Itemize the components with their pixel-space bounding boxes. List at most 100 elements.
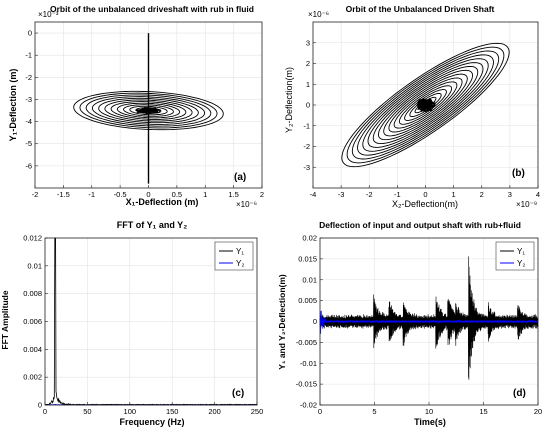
- panel-d-xlabel: Time(s): [414, 417, 446, 427]
- orbit-ring: [104, 99, 193, 122]
- legend-entry: Y₁: [517, 247, 525, 256]
- y-tick-label: 0.01: [302, 275, 317, 284]
- x-tick-label: 10: [425, 407, 433, 416]
- x-tick-label: 0: [43, 407, 47, 416]
- panel-d-ylabel: Y₁ and Y₂-Deflection(m): [277, 274, 287, 370]
- panel-b-label: (b): [512, 168, 525, 179]
- x-tick-label: -2: [32, 190, 39, 199]
- y-tick-label: 0.002: [23, 373, 42, 382]
- grid: [312, 22, 539, 188]
- panel-a-y-exponent: ×10⁻³: [38, 10, 59, 19]
- x-tick-label: 150: [166, 407, 179, 416]
- orbit-ring: [346, 46, 505, 164]
- orbit-ring: [85, 94, 212, 127]
- x-tick-label: 5: [372, 407, 376, 416]
- panel-c-ylabel: FFT Amplitude: [0, 290, 10, 349]
- y-tick-label: -1: [303, 121, 310, 130]
- panel-a-title: Orbit of the unbalanced driveshaft with …: [50, 4, 254, 14]
- orbit-ring: [398, 85, 453, 125]
- x-tick-label: 4: [536, 190, 540, 199]
- x-tick-label: 0: [318, 407, 322, 416]
- panel-c-xlabel: Frequency (Hz): [119, 417, 184, 427]
- orbit-ring: [79, 92, 218, 129]
- orbit-rings: [73, 33, 224, 184]
- panel-d: 0 5 10 15 20 0.02 0.015 0.01 0.005 0 -0.005 -0.01 -0…: [277, 220, 542, 427]
- panel-a: -2 -1.5 -1 -0.5 0 0.5 1 1.5 2 0 -1 -2 -3 -4 -5 -6 Orbit …: [8, 4, 264, 209]
- y-tick-label: -5: [25, 139, 32, 148]
- x-tick-label: 250: [251, 407, 264, 416]
- panel-b-xlabel: X₂-Deflection(m): [392, 199, 458, 209]
- orbit-ring: [393, 81, 458, 129]
- panel-b-x-exponent: ×10⁻⁹: [516, 200, 537, 209]
- x-tick-label: -0.5: [114, 190, 127, 199]
- y-tick-label: -3: [25, 95, 32, 104]
- y-tick-label: 0: [313, 317, 317, 326]
- x-tick-label: 0: [146, 190, 150, 199]
- orbit-ring: [372, 65, 479, 145]
- y-tick-label: -3: [303, 163, 310, 172]
- plot-frame: [312, 21, 539, 189]
- x-tick-label: -1.5: [57, 190, 70, 199]
- panel-a-x-exponent: ×10⁻⁶: [236, 200, 257, 209]
- panel-c-label: (c): [232, 388, 244, 399]
- x-tick-label: 200: [208, 407, 221, 416]
- x-tick-label: 0.5: [172, 190, 182, 199]
- orbit-ring: [110, 101, 187, 120]
- y-tick-label: -0.01: [300, 359, 317, 368]
- panel-a-label: (a): [234, 172, 246, 183]
- panel-c: 0 50 100 150 200 250 0 0.002 0.004 0.006 0.008 0.01…: [0, 220, 263, 427]
- orbit-ring: [123, 104, 174, 117]
- x-tick-label: -4: [310, 190, 317, 199]
- x-tick-label: 100: [124, 407, 137, 416]
- x-tick-label: 20: [534, 407, 542, 416]
- orbit-ring: [116, 102, 181, 119]
- legend-entry: Y₂: [236, 259, 244, 268]
- y-tick-label: -0.015: [296, 380, 317, 389]
- y-tick-label: 3: [306, 38, 310, 47]
- panel-d-label: (d): [513, 388, 526, 399]
- orbit-ring: [377, 69, 474, 141]
- y-tick-label: 0.02: [302, 234, 317, 243]
- panel-b: -4 -3 -2 -1 0 1 2 3 4 3 2 1 0 -1 -2 -3 Orbit of the Unba…: [284, 4, 540, 209]
- x-tick-label: 0: [423, 190, 427, 199]
- legend: Y₁ Y₂: [495, 241, 535, 271]
- plot-frame: [44, 237, 258, 406]
- legend-entry: Y₁: [236, 247, 244, 256]
- y-tick-label: -2: [25, 73, 32, 82]
- y-tick-label: 2: [306, 59, 310, 68]
- legend-entry: Y₂: [517, 259, 525, 268]
- orbit-ring: [409, 92, 442, 118]
- panel-a-xlabel: X₁-Deflection (m): [126, 197, 199, 207]
- orbit-ring: [91, 96, 206, 125]
- y-tick-label: 1: [306, 80, 310, 89]
- legend: Y₁ Y₂: [214, 241, 254, 271]
- orbit-ring: [98, 97, 199, 124]
- orbit-ring: [351, 50, 500, 160]
- y-tick-label: 0.006: [23, 317, 42, 326]
- panel-d-title: Deflection of input and output shaft wit…: [319, 220, 521, 230]
- y-tick-label: -0.02: [300, 401, 317, 410]
- panel-c-title: FFT of Y₁ and Y₂: [117, 220, 187, 230]
- legend-box: [214, 241, 254, 271]
- x-tick-label: 15: [479, 407, 487, 416]
- orbit-ring: [404, 89, 447, 121]
- y-tick-label: 0: [28, 29, 32, 38]
- orbit-ring: [129, 105, 168, 116]
- orbit-ring: [357, 54, 494, 156]
- panel-a-ylabel: Y₁-Deflection (m): [8, 69, 18, 142]
- y-tick-label: -6: [25, 161, 32, 170]
- y-tick-label: 0: [38, 401, 42, 410]
- y-tick-label: 0.012: [23, 234, 42, 243]
- y-tick-label: 0.015: [298, 254, 317, 263]
- x-tick-label: -2: [366, 190, 373, 199]
- panel-b-y-exponent: ×10⁻⁶: [308, 10, 329, 19]
- x-tick-label: 50: [83, 407, 91, 416]
- x-tick-label: 1: [203, 190, 207, 199]
- series-y2: [319, 310, 539, 334]
- orbit-ring: [341, 42, 510, 168]
- orbit-ring: [367, 62, 484, 148]
- x-tick-label: -3: [338, 190, 345, 199]
- x-tick-label: 3: [508, 190, 512, 199]
- x-tick-label: 2: [480, 190, 484, 199]
